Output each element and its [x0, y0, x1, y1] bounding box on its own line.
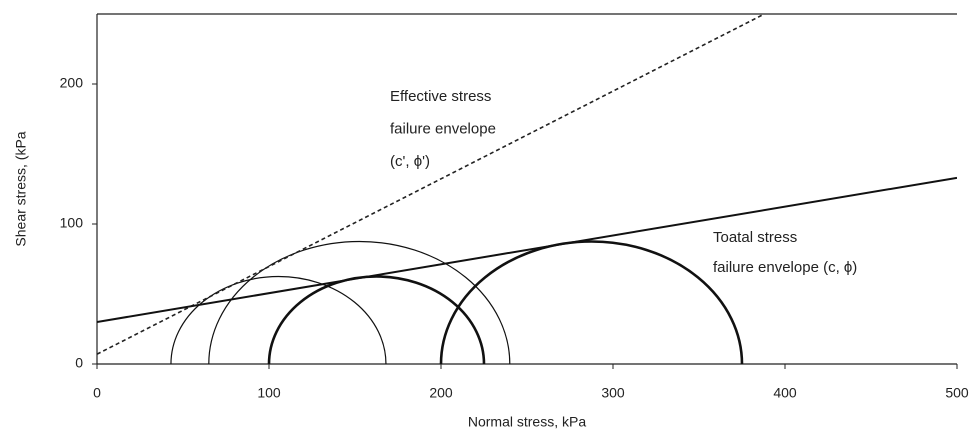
- x-tick-label: 300: [601, 385, 625, 401]
- x-tick-label: 500: [945, 385, 969, 401]
- y-axis-label: Shear stress, (kPa: [13, 131, 29, 246]
- annotation: failure envelope: [390, 120, 496, 137]
- total-stress-circle: [439, 240, 744, 364]
- failure-envelope: [97, 176, 957, 323]
- x-tick-label: 0: [93, 385, 101, 401]
- annotation: (c', ϕ'): [390, 153, 430, 170]
- effective-stress-circle: [208, 240, 511, 364]
- annotation: Effective stress: [390, 88, 491, 105]
- x-tick-label: 400: [773, 385, 797, 401]
- y-tick-label: 100: [60, 215, 84, 231]
- y-tick-label: 0: [75, 355, 83, 371]
- x-axis-label: Normal stress, kPa: [468, 414, 586, 430]
- y-tick-label: 200: [60, 75, 84, 91]
- total-stress-circle: [267, 275, 486, 364]
- plot-area: [97, 14, 957, 364]
- x-tick-label: 200: [429, 385, 453, 401]
- annotation: Toatal stress: [713, 229, 797, 246]
- failure-envelope: [97, 14, 765, 355]
- x-tick-label: 100: [257, 385, 281, 401]
- annotation: failure envelope (c, ϕ): [713, 259, 857, 276]
- effective-stress-circle: [170, 275, 387, 364]
